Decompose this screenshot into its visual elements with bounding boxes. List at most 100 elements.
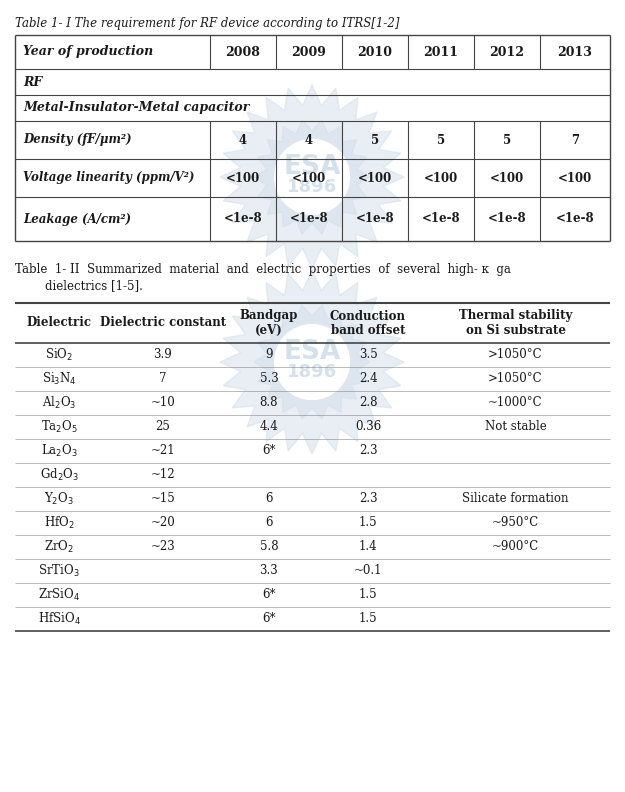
Circle shape (274, 325, 349, 399)
Text: 7: 7 (571, 134, 579, 147)
Text: 0.36: 0.36 (355, 421, 381, 433)
Circle shape (288, 153, 336, 201)
Text: dielectrics [1-5].: dielectrics [1-5]. (15, 279, 143, 292)
Text: Voltage linearity (ppm/V²): Voltage linearity (ppm/V²) (23, 172, 194, 185)
Text: ESA: ESA (283, 154, 341, 180)
Text: 7: 7 (159, 372, 167, 386)
Text: 8.8: 8.8 (260, 397, 278, 409)
Text: RF: RF (23, 75, 42, 89)
Text: Conduction: Conduction (330, 310, 406, 322)
Text: <1e-8: <1e-8 (488, 212, 526, 226)
Text: Table 1- I The requirement for RF device according to ITRS[1-2]: Table 1- I The requirement for RF device… (15, 17, 399, 30)
Text: ~15: ~15 (151, 493, 176, 505)
Text: 2012: 2012 (489, 45, 524, 59)
Text: 2.8: 2.8 (359, 397, 378, 409)
Text: 3.3: 3.3 (259, 565, 278, 577)
Text: ~0.1: ~0.1 (354, 565, 382, 577)
Text: 1.5: 1.5 (359, 516, 378, 530)
Text: ~20: ~20 (151, 516, 176, 530)
Text: 2.3: 2.3 (359, 444, 378, 458)
Text: 3.9: 3.9 (154, 348, 173, 361)
Polygon shape (254, 120, 370, 234)
Text: Metal-Insulator-Metal capacitor: Metal-Insulator-Metal capacitor (23, 101, 249, 115)
Text: <100: <100 (292, 172, 326, 185)
Text: Al$_2$O$_3$: Al$_2$O$_3$ (42, 395, 76, 411)
Text: <1e-8: <1e-8 (224, 212, 262, 226)
Text: <100: <100 (424, 172, 458, 185)
Text: HfO$_2$: HfO$_2$ (44, 515, 74, 531)
Text: 3.5: 3.5 (359, 348, 378, 361)
Text: 4: 4 (305, 134, 313, 147)
Text: <100: <100 (558, 172, 592, 185)
Text: 2009: 2009 (291, 45, 326, 59)
Text: ~1000°C: ~1000°C (488, 397, 542, 409)
Text: ~21: ~21 (151, 444, 175, 458)
Text: band offset: band offset (331, 323, 405, 337)
Text: >1050°C: >1050°C (488, 348, 542, 361)
Text: Year of production: Year of production (23, 45, 153, 59)
Text: Silicate formation: Silicate formation (462, 493, 569, 505)
Text: <1e-8: <1e-8 (422, 212, 460, 226)
Text: 6*: 6* (262, 588, 276, 601)
Text: 2.3: 2.3 (359, 493, 378, 505)
Text: Bandgap: Bandgap (240, 310, 298, 322)
Text: ~900°C: ~900°C (492, 540, 539, 554)
Text: 6: 6 (265, 493, 272, 505)
Text: 1896: 1896 (287, 363, 337, 381)
Text: 5.3: 5.3 (259, 372, 278, 386)
Text: ~23: ~23 (151, 540, 176, 554)
Text: 2.4: 2.4 (359, 372, 378, 386)
Text: <1e-8: <1e-8 (556, 212, 594, 226)
Polygon shape (220, 270, 404, 454)
Text: <1e-8: <1e-8 (290, 212, 328, 226)
Text: 4.4: 4.4 (259, 421, 278, 433)
Text: >1050°C: >1050°C (488, 372, 542, 386)
Text: Not stable: Not stable (484, 421, 546, 433)
Text: Ta$_2$O$_5$: Ta$_2$O$_5$ (41, 419, 78, 435)
Text: 1896: 1896 (287, 178, 337, 196)
Text: ~10: ~10 (151, 397, 176, 409)
Text: 2008: 2008 (226, 45, 261, 59)
Text: ZrO$_2$: ZrO$_2$ (44, 539, 74, 555)
Text: 5: 5 (371, 134, 379, 147)
Text: (eV): (eV) (255, 323, 283, 337)
Polygon shape (254, 305, 370, 419)
Text: 2013: 2013 (558, 45, 592, 59)
Text: <100: <100 (490, 172, 524, 185)
Text: 25: 25 (156, 421, 171, 433)
Text: Dielectric: Dielectric (26, 317, 91, 329)
Text: ~12: ~12 (151, 469, 175, 482)
Text: 5.8: 5.8 (260, 540, 278, 554)
Text: 4: 4 (239, 134, 247, 147)
Circle shape (288, 338, 336, 386)
Text: 5: 5 (437, 134, 445, 147)
Text: La$_2$O$_3$: La$_2$O$_3$ (41, 443, 78, 459)
Text: HfSiO$_4$: HfSiO$_4$ (38, 611, 81, 627)
Text: Y$_2$O$_3$: Y$_2$O$_3$ (44, 491, 74, 507)
Text: SrTiO$_3$: SrTiO$_3$ (38, 563, 80, 579)
Text: 6*: 6* (262, 444, 276, 458)
Text: 9: 9 (265, 348, 272, 361)
Polygon shape (220, 85, 404, 269)
Text: Leakage (A/cm²): Leakage (A/cm²) (23, 212, 131, 226)
Text: Density (fF/μm²): Density (fF/μm²) (23, 134, 131, 147)
Text: Table  1- II  Summarized  material  and  electric  properties  of  several  high: Table 1- II Summarized material and elec… (15, 263, 511, 276)
Text: SiO$_2$: SiO$_2$ (45, 347, 73, 363)
Text: Thermal stability: Thermal stability (459, 310, 572, 322)
Text: Dielectric constant: Dielectric constant (100, 317, 226, 329)
Text: 6: 6 (265, 516, 272, 530)
Text: 6*: 6* (262, 612, 276, 626)
Text: 1.5: 1.5 (359, 588, 378, 601)
Text: <100: <100 (358, 172, 392, 185)
Circle shape (274, 139, 349, 215)
Text: 1.5: 1.5 (359, 612, 378, 626)
Text: ZrSiO$_4$: ZrSiO$_4$ (38, 587, 80, 603)
Text: 5: 5 (503, 134, 511, 147)
Text: <100: <100 (226, 172, 260, 185)
Text: <1e-8: <1e-8 (356, 212, 394, 226)
Text: on Si substrate: on Si substrate (466, 323, 566, 337)
Text: ESA: ESA (283, 339, 341, 365)
Text: Si$_3$N$_4$: Si$_3$N$_4$ (42, 371, 76, 387)
Text: 2010: 2010 (357, 45, 392, 59)
Text: ~950°C: ~950°C (492, 516, 539, 530)
